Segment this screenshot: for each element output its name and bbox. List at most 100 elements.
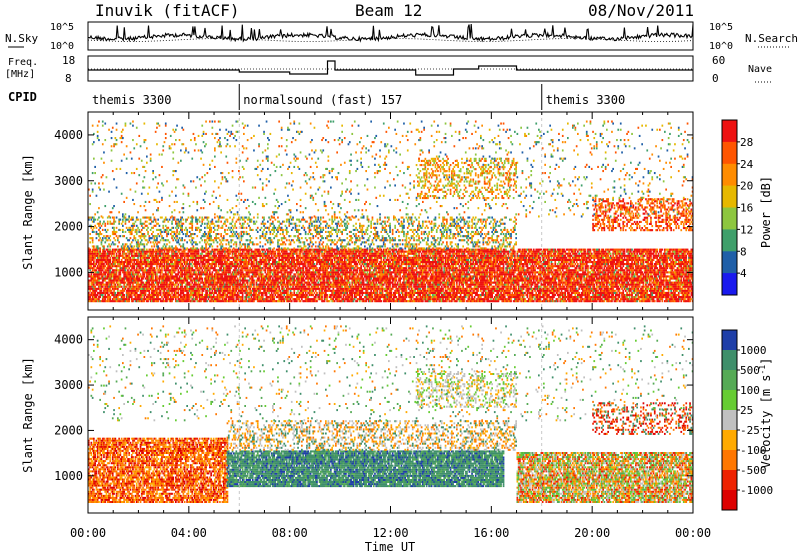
heatmap-cell [160,255,162,257]
heatmap-cell [128,298,130,300]
heatmap-cell [137,257,139,259]
heatmap-cell [167,261,169,263]
heatmap-cell [130,257,132,259]
heatmap-cell [295,275,297,277]
heatmap-cell [297,271,299,273]
heatmap-cell [145,294,147,296]
heatmap-cell [140,273,142,275]
heatmap-cell [199,292,201,294]
heatmap-cell [102,261,104,263]
heatmap-cell [201,280,203,282]
heatmap-cell [115,284,117,286]
heatmap-cell [270,265,272,267]
heatmap-cell [127,265,129,267]
heatmap-cell [123,294,125,296]
heatmap-cell [130,284,132,286]
heatmap-cell [315,273,317,275]
heatmap-cell [265,251,267,253]
freq-label: Freq. [8,57,38,68]
heatmap-cell [118,259,120,261]
heatmap-cell [266,265,268,267]
heatmap-cell [200,267,202,269]
heatmap-cell [141,259,143,261]
heatmap-cell [126,286,128,288]
heatmap-cell [203,261,205,263]
heatmap-cell [205,284,207,286]
heatmap-cell [159,267,161,269]
heatmap-cell [111,267,113,269]
heatmap-cell [270,278,272,280]
heatmap-cell [362,275,364,277]
heatmap-cell [315,278,317,280]
heatmap-cell [190,278,192,280]
heatmap-cell [340,294,342,296]
heatmap-cell [354,259,356,261]
heatmap-cell [101,271,103,273]
heatmap-cell [171,273,173,275]
heatmap-cell [316,292,318,294]
heatmap-cell [248,275,250,277]
heatmap-cell [319,271,321,273]
heatmap-cell [91,261,93,263]
heatmap-cell [369,280,371,282]
heatmap-cell [201,278,203,280]
heatmap-cell [334,300,336,302]
nave-tick-bottom: 0 [712,72,719,85]
heatmap-cell [372,300,374,302]
heatmap-cell [251,292,253,294]
heatmap-cell [297,290,299,292]
heatmap-cell [355,296,357,298]
heatmap-cell [108,294,110,296]
heatmap-cell [183,292,185,294]
heatmap-cell [222,261,224,263]
heatmap-cell [180,294,182,296]
heatmap-cell [324,280,326,282]
heatmap-cell [367,261,369,263]
heatmap-cell [316,267,318,269]
heatmap-cell [167,267,169,269]
heatmap-cell [127,269,129,271]
heatmap-cell [259,251,261,253]
heatmap-cell [369,269,371,271]
nave-label: Nave [748,64,772,75]
heatmap-cell [309,286,311,288]
heatmap-cell [208,298,210,300]
heatmap-cell [315,290,317,292]
heatmap-cell [353,265,355,267]
heatmap-cell [360,267,362,269]
heatmap-cell [193,296,195,298]
heatmap-cell [248,251,250,253]
heatmap-cell [204,263,206,265]
heatmap-cell [156,290,158,292]
heatmap-cell [367,267,369,269]
heatmap-cell [222,253,224,255]
heatmap-cell [156,273,158,275]
heatmap-cell [93,259,95,261]
heatmap-cell [244,284,246,286]
heatmap-cell [214,253,216,255]
heatmap-cell [201,269,203,271]
heatmap-cell [133,275,135,277]
heatmap-cell [316,300,318,302]
heatmap-cell [315,255,317,257]
heatmap-cell [172,257,174,259]
heatmap-cell [128,267,130,269]
heatmap-cell [217,284,219,286]
heatmap-cell [349,255,351,257]
heatmap-cell [252,278,254,280]
heatmap-cell [372,251,374,253]
heatmap-cell [346,273,348,275]
heatmap-cell [203,290,205,292]
heatmap-cell [107,292,109,294]
heatmap-cell [109,296,111,298]
heatmap-cell [128,300,130,302]
heatmap-cell [360,296,362,298]
heatmap-cell [259,257,261,259]
heatmap-cell [273,296,275,298]
heatmap-cell [237,278,239,280]
heatmap-cell [176,267,178,269]
heatmap-cell [363,280,365,282]
heatmap-cell [277,273,279,275]
heatmap-cell [270,259,272,261]
heatmap-cell [152,282,154,284]
